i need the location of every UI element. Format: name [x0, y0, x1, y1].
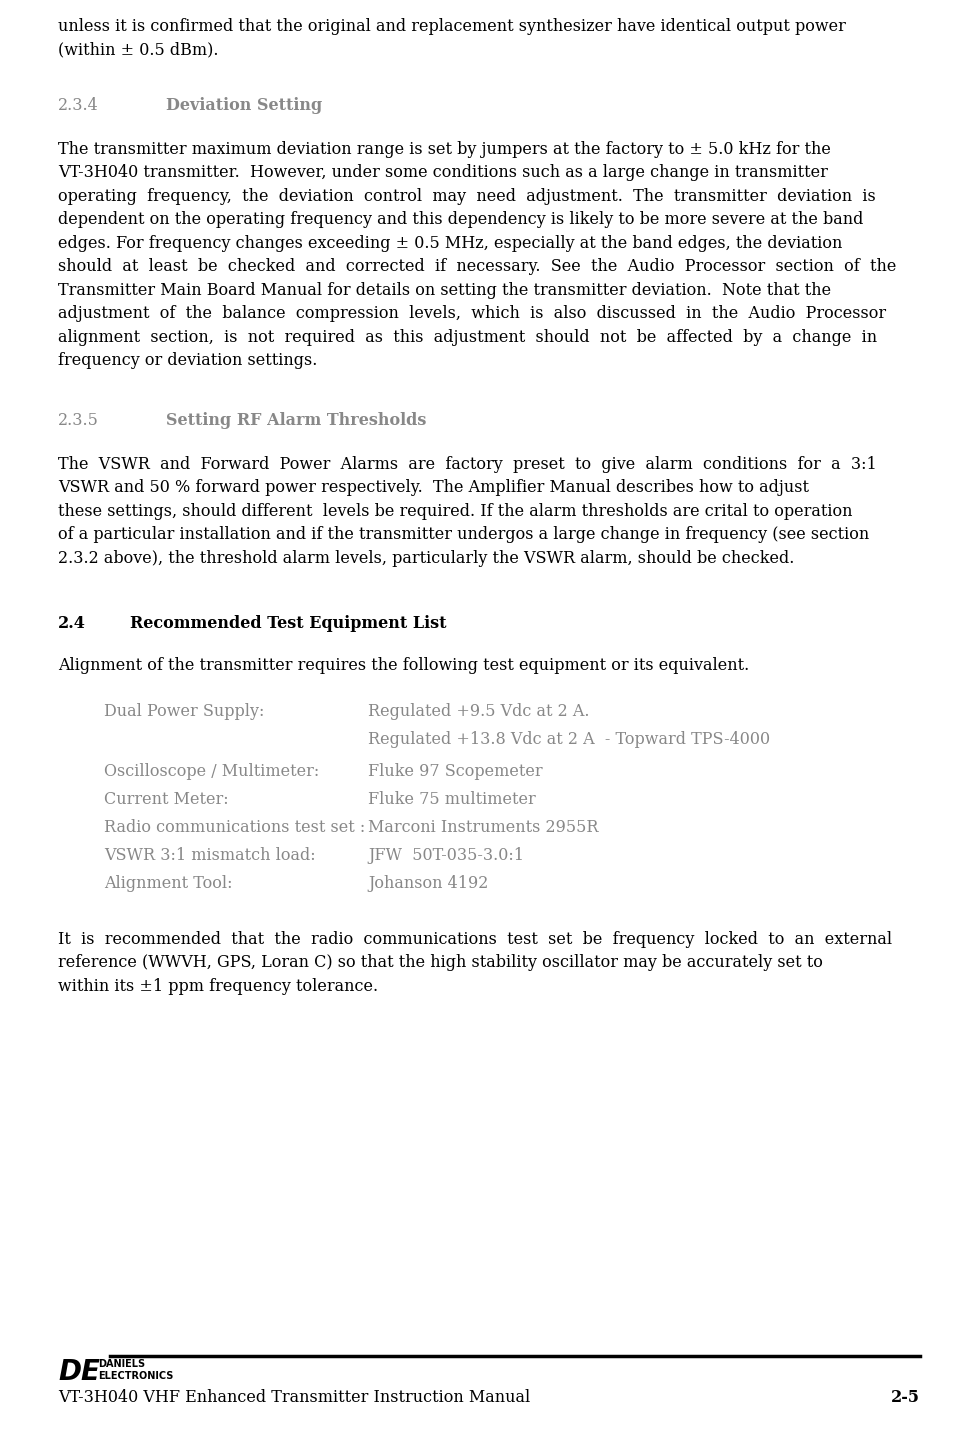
Text: DE: DE: [58, 1358, 100, 1386]
Text: Recommended Test Equipment List: Recommended Test Equipment List: [130, 615, 446, 633]
Text: edges. For frequency changes exceeding ± 0.5 MHz, especially at the band edges, : edges. For frequency changes exceeding ±…: [58, 235, 841, 252]
Text: operating  frequency,  the  deviation  control  may  need  adjustment.  The  tra: operating frequency, the deviation contr…: [58, 187, 874, 205]
Text: Fluke 97 Scopemeter: Fluke 97 Scopemeter: [367, 763, 542, 779]
Text: 2.4: 2.4: [58, 615, 86, 633]
Text: frequency or deviation settings.: frequency or deviation settings.: [58, 353, 318, 370]
Text: VT-3H040 VHF Enhanced Transmitter Instruction Manual: VT-3H040 VHF Enhanced Transmitter Instru…: [58, 1389, 530, 1406]
Text: The transmitter maximum deviation range is set by jumpers at the factory to ± 5.: The transmitter maximum deviation range …: [58, 141, 830, 158]
Text: Setting RF Alarm Thresholds: Setting RF Alarm Thresholds: [166, 412, 426, 429]
Text: It  is  recommended  that  the  radio  communications  test  set  be  frequency : It is recommended that the radio communi…: [58, 930, 891, 948]
Text: 2-5: 2-5: [890, 1389, 919, 1406]
Text: Alignment Tool:: Alignment Tool:: [104, 875, 233, 891]
Text: Alignment of the transmitter requires the following test equipment or its equiva: Alignment of the transmitter requires th…: [58, 657, 748, 675]
Text: should  at  least  be  checked  and  corrected  if  necessary.  See  the  Audio : should at least be checked and corrected…: [58, 258, 896, 276]
Text: alignment  section,  is  not  required  as  this  adjustment  should  not  be  a: alignment section, is not required as th…: [58, 329, 876, 345]
Text: Radio communications test set :: Radio communications test set :: [104, 818, 364, 836]
Text: within its ±1 ppm frequency tolerance.: within its ±1 ppm frequency tolerance.: [58, 978, 378, 994]
Text: Deviation Setting: Deviation Setting: [166, 97, 321, 115]
Text: (within ± 0.5 dBm).: (within ± 0.5 dBm).: [58, 42, 218, 58]
Text: 2.3.5: 2.3.5: [58, 412, 99, 429]
Text: Dual Power Supply:: Dual Power Supply:: [104, 702, 264, 720]
Text: Oscilloscope / Multimeter:: Oscilloscope / Multimeter:: [104, 763, 319, 779]
Text: of a particular installation and if the transmitter undergos a large change in f: of a particular installation and if the …: [58, 527, 869, 543]
Text: Transmitter Main Board Manual for details on setting the transmitter deviation. : Transmitter Main Board Manual for detail…: [58, 281, 830, 299]
Text: Marconi Instruments 2955R: Marconi Instruments 2955R: [367, 818, 598, 836]
Text: these settings, should different  levels be required. If the alarm thresholds ar: these settings, should different levels …: [58, 502, 852, 519]
Text: dependent on the operating frequency and this dependency is likely to be more se: dependent on the operating frequency and…: [58, 212, 863, 228]
Text: VSWR 3:1 mismatch load:: VSWR 3:1 mismatch load:: [104, 846, 316, 863]
Text: unless it is confirmed that the original and replacement synthesizer have identi: unless it is confirmed that the original…: [58, 17, 845, 35]
Text: Current Meter:: Current Meter:: [104, 791, 229, 808]
Text: DANIELS: DANIELS: [98, 1360, 145, 1368]
Text: 2.3.4: 2.3.4: [58, 97, 99, 115]
Text: reference (WWVH, GPS, Loran C) so that the high stability oscillator may be accu: reference (WWVH, GPS, Loran C) so that t…: [58, 955, 822, 971]
Text: Regulated +13.8 Vdc at 2 A  - Topward TPS-4000: Regulated +13.8 Vdc at 2 A - Topward TPS…: [367, 730, 769, 747]
Text: ELECTRONICS: ELECTRONICS: [98, 1371, 173, 1381]
Text: 2.3.2 above), the threshold alarm levels, particularly the VSWR alarm, should be: 2.3.2 above), the threshold alarm levels…: [58, 550, 793, 567]
Text: Fluke 75 multimeter: Fluke 75 multimeter: [367, 791, 535, 808]
Text: The  VSWR  and  Forward  Power  Alarms  are  factory  preset  to  give  alarm  c: The VSWR and Forward Power Alarms are fa…: [58, 456, 875, 473]
Text: Regulated +9.5 Vdc at 2 A.: Regulated +9.5 Vdc at 2 A.: [367, 702, 589, 720]
Text: adjustment  of  the  balance  compression  levels,  which  is  also  discussed  : adjustment of the balance compression le…: [58, 305, 885, 322]
Text: JFW  50T-035-3.0:1: JFW 50T-035-3.0:1: [367, 846, 524, 863]
Text: VT-3H040 transmitter.  However, under some conditions such as a large change in : VT-3H040 transmitter. However, under som…: [58, 164, 827, 181]
Text: Johanson 4192: Johanson 4192: [367, 875, 488, 891]
Text: VSWR and 50 % forward power respectively.  The Amplifier Manual describes how to: VSWR and 50 % forward power respectively…: [58, 479, 808, 496]
